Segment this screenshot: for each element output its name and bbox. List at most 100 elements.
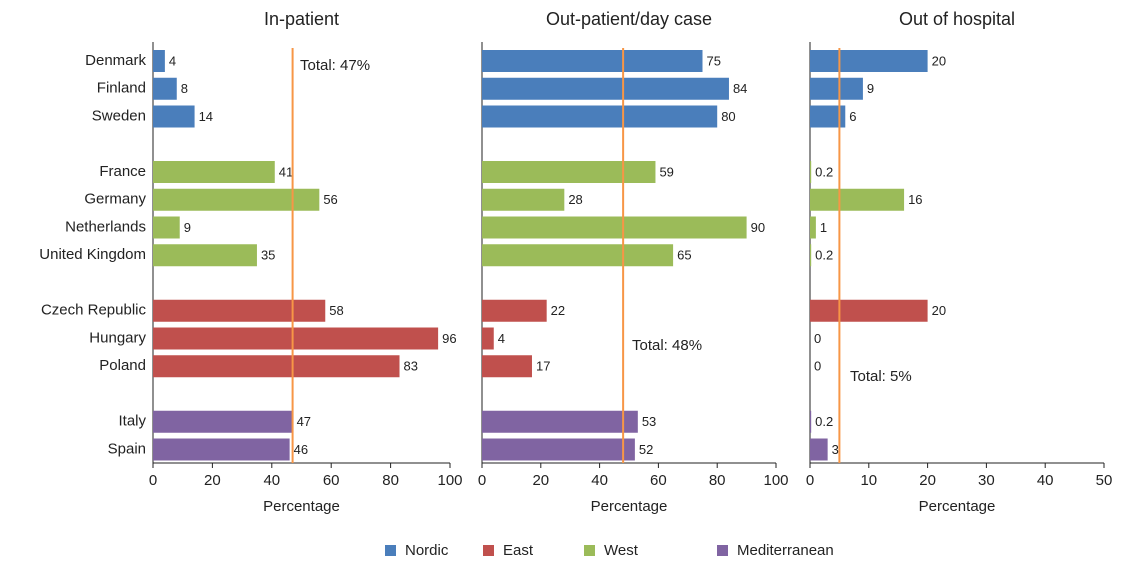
category-label: Poland xyxy=(99,357,146,374)
value-label: 17 xyxy=(536,359,550,374)
value-label: 14 xyxy=(199,109,213,124)
legend-swatch xyxy=(717,545,728,556)
x-tick-label: 20 xyxy=(204,472,221,489)
value-label: 84 xyxy=(733,81,747,96)
x-tick-label: 100 xyxy=(437,472,462,489)
x-tick-label: 100 xyxy=(763,472,788,489)
category-label: France xyxy=(99,163,146,180)
bar xyxy=(153,327,439,350)
value-label: 65 xyxy=(677,248,691,263)
bar xyxy=(153,410,293,433)
x-tick-label: 0 xyxy=(149,472,157,489)
bar xyxy=(810,299,928,322)
bar xyxy=(810,410,812,433)
x-tick-label: 20 xyxy=(532,472,549,489)
x-tick-label: 20 xyxy=(919,472,936,489)
x-tick-label: 40 xyxy=(1037,472,1054,489)
panel-title: In-patient xyxy=(264,9,339,29)
bar xyxy=(810,438,828,461)
category-label: Denmark xyxy=(85,52,146,69)
category-label: Spain xyxy=(108,440,146,457)
x-tick-label: 30 xyxy=(978,472,995,489)
value-label: 46 xyxy=(294,442,308,457)
category-label: Germany xyxy=(84,191,146,208)
bar xyxy=(482,355,532,378)
category-label: United Kingdom xyxy=(39,246,146,263)
value-label: 0.2 xyxy=(815,248,833,263)
category-label: Sweden xyxy=(92,107,146,124)
category-label: Netherlands xyxy=(65,218,146,235)
legend-swatch xyxy=(385,545,396,556)
value-label: 16 xyxy=(908,192,922,207)
value-label: 47 xyxy=(297,414,311,429)
x-tick-label: 60 xyxy=(323,472,340,489)
x-tick-label: 40 xyxy=(591,472,608,489)
legend-swatch xyxy=(483,545,494,556)
x-tick-label: 0 xyxy=(478,472,486,489)
value-label: 8 xyxy=(181,81,188,96)
value-label: 9 xyxy=(867,81,874,96)
bar xyxy=(153,438,290,461)
value-label: 0.2 xyxy=(815,164,833,179)
category-label: Finland xyxy=(97,80,146,97)
bar xyxy=(482,50,703,72)
value-label: 59 xyxy=(659,164,673,179)
bar xyxy=(153,188,320,211)
value-label: 22 xyxy=(551,303,565,318)
bar xyxy=(482,327,494,350)
bar xyxy=(810,105,846,128)
value-label: 53 xyxy=(642,414,656,429)
bar xyxy=(482,299,547,322)
x-tick-label: 50 xyxy=(1096,472,1113,489)
category-label: Czech Republic xyxy=(41,302,147,319)
reference-label: Total: 5% xyxy=(850,368,912,385)
value-label: 28 xyxy=(568,192,582,207)
category-label: Hungary xyxy=(89,329,146,346)
bar xyxy=(153,50,165,72)
value-label: 0.2 xyxy=(815,414,833,429)
value-label: 52 xyxy=(639,442,653,457)
value-label: 0 xyxy=(814,331,821,346)
value-label: 1 xyxy=(820,220,827,235)
x-axis-label: Percentage xyxy=(263,498,340,515)
x-tick-label: 80 xyxy=(709,472,726,489)
value-label: 3 xyxy=(832,442,839,457)
panel-title: Out of hospital xyxy=(899,9,1015,29)
bar xyxy=(810,188,905,211)
value-label: 6 xyxy=(849,109,856,124)
value-label: 9 xyxy=(184,220,191,235)
x-tick-label: 10 xyxy=(860,472,877,489)
value-label: 0 xyxy=(814,359,821,374)
x-tick-label: 80 xyxy=(382,472,399,489)
value-label: 83 xyxy=(404,359,418,374)
bar xyxy=(482,161,656,183)
bar xyxy=(810,50,928,72)
bar xyxy=(810,161,812,183)
legend-label: East xyxy=(503,542,534,559)
bar xyxy=(810,216,816,239)
value-label: 35 xyxy=(261,248,275,263)
bar xyxy=(153,299,326,322)
bar xyxy=(810,244,812,267)
bar xyxy=(153,161,275,183)
value-label: 20 xyxy=(932,303,946,318)
bar xyxy=(153,355,400,378)
bar xyxy=(153,105,195,128)
bar xyxy=(482,188,565,211)
x-axis-label: Percentage xyxy=(591,498,668,515)
bar xyxy=(482,244,674,267)
legend-label: Nordic xyxy=(405,542,449,559)
value-label: 96 xyxy=(442,331,456,346)
value-label: 90 xyxy=(751,220,765,235)
bar xyxy=(153,244,257,267)
reference-label: Total: 47% xyxy=(300,57,370,74)
x-tick-label: 60 xyxy=(650,472,667,489)
bar xyxy=(482,77,729,100)
value-label: 75 xyxy=(707,53,721,68)
bar xyxy=(153,77,177,100)
legend-swatch xyxy=(584,545,595,556)
value-label: 20 xyxy=(932,53,946,68)
value-label: 41 xyxy=(279,164,293,179)
value-label: 4 xyxy=(498,331,505,346)
